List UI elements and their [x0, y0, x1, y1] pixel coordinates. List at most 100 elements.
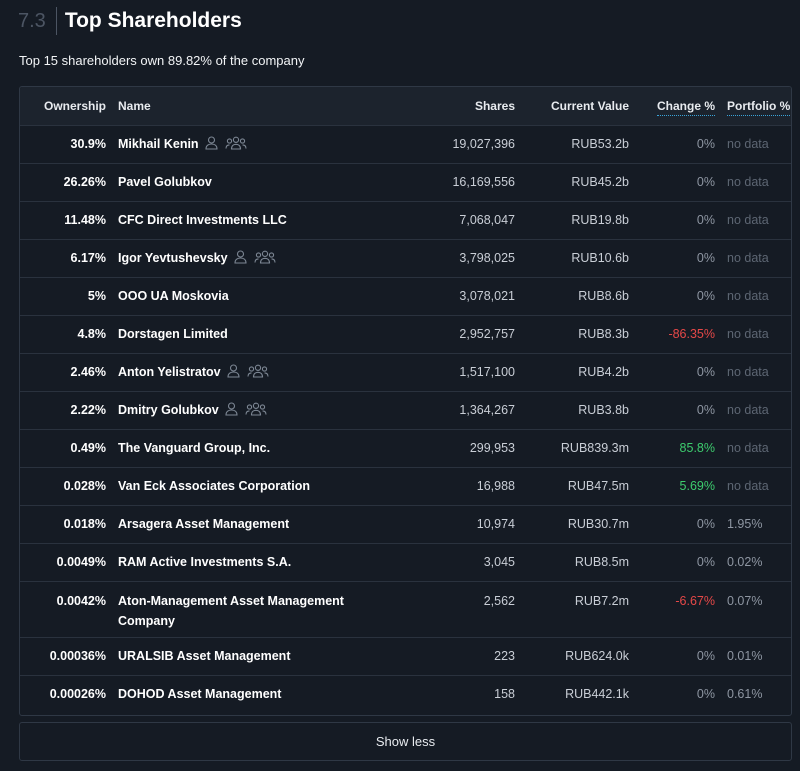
- shareholder-name[interactable]: Anton Yelistratov: [118, 364, 221, 379]
- section-subtitle: Top 15 shareholders own 89.82% of the co…: [19, 53, 305, 68]
- table-row[interactable]: 4.8% Dorstagen Limited 2,952,757 RUB8.3b -86…: [20, 315, 791, 353]
- name-cell[interactable]: URALSIB Asset Management: [112, 637, 394, 675]
- current-value-cell: RUB8.5m: [574, 555, 629, 569]
- group-icon[interactable]: [254, 250, 276, 267]
- group-icon[interactable]: [225, 136, 247, 153]
- change-cell: -6.67%: [675, 593, 715, 608]
- ownership-cell: 0.00036%: [49, 649, 106, 663]
- header-ownership: Ownership: [43, 98, 106, 113]
- person-icon[interactable]: [227, 363, 240, 381]
- shares-cell: 1,364,267: [459, 403, 515, 417]
- table-row[interactable]: 5% OOO UA Moskovia 3,078,021 RUB8.6b 0% no da…: [20, 277, 791, 315]
- header-name: Name: [118, 98, 151, 113]
- table-row[interactable]: 0.018% Arsagera Asset Management 10,974 RUB…: [20, 505, 791, 543]
- header-change-percent[interactable]: Change %: [635, 87, 721, 125]
- shareholder-name[interactable]: OOO UA Moskovia: [118, 289, 229, 303]
- shareholder-name[interactable]: RAM Active Investments S.A.: [118, 555, 292, 569]
- ownership-cell: 5%: [87, 289, 106, 303]
- table-row[interactable]: 0.49% The Vanguard Group, Inc. 299,953 RUB8…: [20, 429, 791, 467]
- section-number: 7.3: [18, 7, 57, 35]
- name-cell[interactable]: Igor Yevtushevsky: [112, 239, 394, 277]
- current-value-cell: RUB7.2m: [574, 593, 629, 608]
- name-cell[interactable]: Dmitry Golubkov: [112, 391, 394, 429]
- person-icon[interactable]: [225, 401, 238, 419]
- portfolio-cell: 1.95%: [727, 517, 763, 531]
- group-icon[interactable]: [247, 364, 269, 381]
- portfolio-cell: no data: [727, 479, 769, 493]
- ownership-cell: 6.17%: [70, 251, 106, 265]
- portfolio-cell: no data: [727, 441, 769, 455]
- current-value-cell: RUB624.0k: [565, 649, 629, 663]
- shares-cell: 10,974: [476, 517, 515, 531]
- shares-cell: 3,045: [483, 555, 515, 569]
- shareholder-name[interactable]: Van Eck Associates Corporation: [118, 479, 310, 493]
- current-value-cell: RUB30.7m: [567, 517, 629, 531]
- header-portfolio-label[interactable]: Portfolio %: [727, 98, 791, 116]
- table-row[interactable]: 2.22% Dmitry Golubkov 1,364,267 RUB3.8b 0% no…: [20, 391, 791, 429]
- table-row[interactable]: 0.0042% Aton-Management Asset Management …: [20, 581, 791, 637]
- name-cell[interactable]: Van Eck Associates Corporation: [112, 467, 394, 505]
- shareholder-name[interactable]: The Vanguard Group, Inc.: [118, 441, 271, 455]
- shares-cell: 16,169,556: [452, 175, 515, 189]
- ownership-cell: 0.018%: [63, 517, 106, 531]
- table-row[interactable]: 0.028% Van Eck Associates Corporation 16,9…: [20, 467, 791, 505]
- ownership-cell: 0.0042%: [56, 593, 106, 608]
- shares-cell: 3,078,021: [459, 289, 515, 303]
- shareholder-name[interactable]: Igor Yevtushevsky: [118, 250, 228, 265]
- shareholder-name[interactable]: Dmitry Golubkov: [118, 402, 219, 417]
- table-row[interactable]: 11.48% CFC Direct Investments LLC 7,068,04…: [20, 201, 791, 239]
- shareholder-name[interactable]: Dorstagen Limited: [118, 327, 228, 341]
- ownership-cell: 4.8%: [77, 327, 107, 341]
- change-cell: 0%: [696, 403, 715, 417]
- shareholder-name[interactable]: Pavel Golubkov: [118, 175, 212, 189]
- table-row[interactable]: 30.9% Mikhail Kenin 19,027,396 RUB53.2b 0% no…: [20, 125, 791, 163]
- show-less-button[interactable]: Show less: [19, 722, 792, 761]
- ownership-cell: 0.028%: [63, 479, 106, 493]
- name-cell[interactable]: DOHOD Asset Management: [112, 675, 394, 713]
- group-icon[interactable]: [245, 402, 267, 419]
- current-value-cell: RUB19.8b: [571, 213, 629, 227]
- table-row[interactable]: 0.00036% URALSIB Asset Management 223 RUB62…: [20, 637, 791, 675]
- change-cell: 0%: [696, 649, 715, 663]
- name-cell[interactable]: Aton-Management Asset Management Company: [112, 581, 394, 637]
- shares-cell: 19,027,396: [452, 137, 515, 151]
- portfolio-cell: 0.61%: [727, 687, 763, 702]
- person-icon[interactable]: [234, 249, 247, 267]
- shareholder-name[interactable]: CFC Direct Investments LLC: [118, 213, 287, 227]
- name-cell[interactable]: RAM Active Investments S.A.: [112, 543, 394, 581]
- name-cell[interactable]: CFC Direct Investments LLC: [112, 201, 394, 239]
- name-cell[interactable]: OOO UA Moskovia: [112, 277, 394, 315]
- person-icon[interactable]: [205, 135, 218, 153]
- shareholder-name[interactable]: DOHOD Asset Management: [118, 687, 282, 702]
- change-cell: 0%: [696, 213, 715, 227]
- name-cell[interactable]: Arsagera Asset Management: [112, 505, 394, 543]
- table-row[interactable]: 0.0049% RAM Active Investments S.A. 3,045 R…: [20, 543, 791, 581]
- table-row[interactable]: 26.26% Pavel Golubkov 16,169,556 RUB45.2b 0%…: [20, 163, 791, 201]
- ownership-cell: 2.46%: [70, 365, 106, 379]
- table-row[interactable]: 2.46% Anton Yelistratov 1,517,100 RUB4.2b 0%…: [20, 353, 791, 391]
- shares-cell: 158: [494, 687, 515, 702]
- shares-cell: 299,953: [469, 441, 515, 455]
- shares-cell: 7,068,047: [459, 213, 515, 227]
- header-portfolio-percent[interactable]: Portfolio %: [721, 87, 791, 125]
- name-cell[interactable]: Dorstagen Limited: [112, 315, 394, 353]
- table-row[interactable]: 6.17% Igor Yevtushevsky 3,798,025 RUB10.6b 0…: [20, 239, 791, 277]
- shareholder-name[interactable]: URALSIB Asset Management: [118, 649, 291, 663]
- name-cell[interactable]: The Vanguard Group, Inc.: [112, 429, 394, 467]
- shareholder-name[interactable]: Mikhail Kenin: [118, 136, 199, 151]
- name-cell[interactable]: Mikhail Kenin: [112, 125, 394, 163]
- shares-cell: 2,952,757: [459, 327, 515, 341]
- name-cell[interactable]: Pavel Golubkov: [112, 163, 394, 201]
- shareholder-name[interactable]: Aton-Management Asset Management Company: [118, 593, 344, 628]
- header-change-label[interactable]: Change %: [656, 98, 715, 116]
- current-value-cell: RUB45.2b: [571, 175, 629, 189]
- ownership-cell: 11.48%: [64, 213, 106, 227]
- shareholder-name[interactable]: Arsagera Asset Management: [118, 517, 290, 531]
- ownership-cell: 2.22%: [70, 403, 106, 417]
- current-value-cell: RUB8.3b: [578, 327, 629, 341]
- table-row[interactable]: 0.00026% DOHOD Asset Management 158 RUB442.…: [20, 675, 791, 713]
- name-cell[interactable]: Anton Yelistratov: [112, 353, 394, 391]
- current-value-cell: RUB4.2b: [578, 365, 629, 379]
- change-cell: 0%: [696, 175, 715, 189]
- current-value-cell: RUB10.6b: [571, 251, 629, 265]
